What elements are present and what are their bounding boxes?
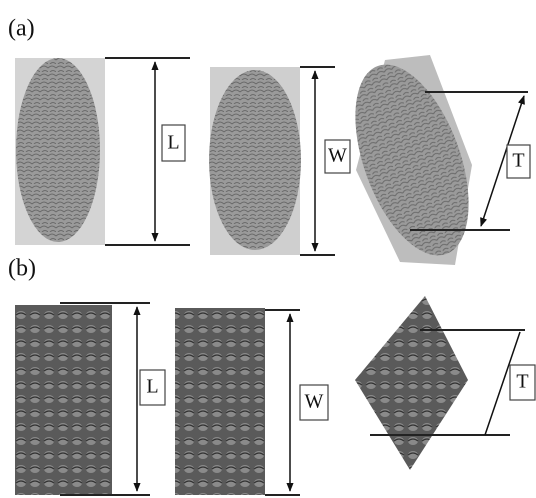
kernel-thickness-b: T bbox=[355, 296, 536, 470]
dimension-label: L bbox=[167, 132, 179, 154]
dimension-label: T bbox=[512, 150, 524, 172]
panel-label: (a) bbox=[8, 16, 35, 42]
walnut-thickness-a: T bbox=[355, 55, 531, 265]
dimension-label: W bbox=[328, 145, 347, 167]
walnut-length-a: L bbox=[15, 57, 190, 246]
walnut-width-a: W bbox=[209, 66, 351, 256]
panel-label: (b) bbox=[8, 256, 36, 282]
dimension-label: L bbox=[146, 376, 158, 398]
dimension-label: T bbox=[516, 371, 528, 393]
kernel-length-b: L bbox=[15, 302, 166, 496]
kernel-width-b: W bbox=[175, 308, 329, 496]
dimension-label: W bbox=[305, 391, 324, 413]
